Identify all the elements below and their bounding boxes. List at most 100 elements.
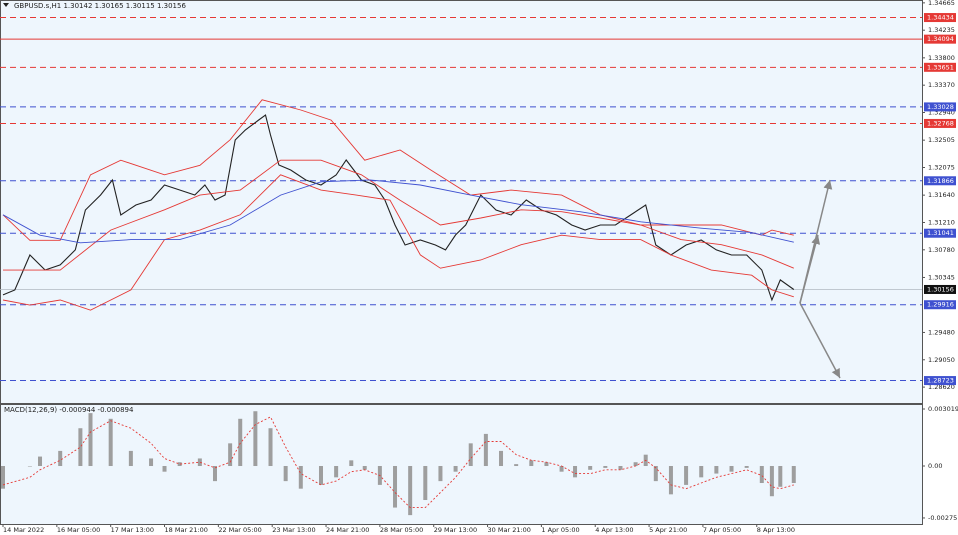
macd-bar [778, 466, 783, 487]
level-label-bg [924, 118, 956, 128]
y-tick-label: 1.34235 [928, 26, 955, 34]
indicator-line [2, 174, 794, 311]
macd-bar [769, 466, 774, 497]
y-tick-label: 0.00 [928, 462, 942, 470]
macd-bar [408, 466, 413, 516]
indicator-line [2, 179, 794, 244]
macd-bar [573, 466, 578, 478]
macd-bar [128, 450, 133, 467]
macd-bar [362, 466, 367, 470]
level-label: 1.33028 [927, 103, 954, 111]
macd-bar [283, 466, 288, 482]
y-tick-label: 1.32075 [928, 163, 955, 171]
y-tick-label: 1.31210 [928, 218, 955, 226]
macd-bar [423, 466, 428, 501]
level-label: 1.32768 [927, 119, 954, 127]
x-tick-label: 5 Apr 21:00 [649, 526, 687, 534]
macd-bar [27, 466, 32, 467]
macd-bar [559, 466, 564, 472]
macd-bar [238, 418, 243, 467]
macd-bar [618, 466, 623, 470]
macd-bar [744, 466, 749, 468]
level-label-bg [924, 34, 956, 44]
macd-bar [699, 466, 704, 478]
macd-bar [453, 466, 458, 472]
macd-bar [791, 466, 796, 484]
x-tick-label: 23 Mar 13:00 [272, 526, 315, 534]
price-panel [0, 0, 923, 404]
level-label: 1.34434 [927, 14, 954, 22]
macd-bar [212, 466, 217, 482]
level-label: 1.31866 [927, 177, 954, 185]
macd-bar [197, 458, 202, 467]
chart-title: GBPUSD.s,H1 1.30142 1.30165 1.30115 1.30… [14, 2, 186, 10]
y-tick-label: 1.33800 [928, 54, 955, 62]
macd-bar [544, 462, 549, 467]
macd-bar [729, 466, 734, 472]
y-tick-label: 1.34665 [928, 0, 955, 7]
x-tick-label: 29 Mar 13:00 [434, 526, 477, 534]
y-tick-label: 1.29050 [928, 356, 955, 364]
level-label-bg [924, 13, 956, 23]
macd-title: MACD(12,26,9) -0.000944 -0.000894 [4, 406, 134, 414]
level-label: 1.34094 [927, 35, 954, 43]
level-label-bg [924, 228, 956, 238]
macd-bar [653, 466, 658, 482]
signal-line [2, 416, 794, 509]
macd-bar [714, 466, 719, 474]
level-label: 1.28723 [927, 377, 954, 385]
projection-arrow [799, 234, 821, 304]
y-tick-label: 1.33370 [928, 81, 955, 89]
macd-bar [162, 466, 167, 472]
level-label-bg [924, 102, 956, 112]
macd-bar [684, 466, 689, 485]
macd-bar [393, 466, 398, 508]
x-tick-label: 22 Mar 05:00 [218, 526, 261, 534]
x-tick-label: 14 Mar 2022 [3, 526, 44, 534]
y-tick-label: 1.28620 [928, 383, 955, 391]
macd-bar [588, 466, 593, 470]
y-tick-label: 1.31640 [928, 191, 955, 199]
macd-bar [78, 428, 83, 467]
x-tick-label: 24 Mar 21:00 [326, 526, 369, 534]
macd-bar [603, 466, 608, 468]
x-tick-label: 1 Apr 05:00 [541, 526, 579, 534]
x-tick-label: 28 Mar 05:00 [380, 526, 423, 534]
x-tick-label: 30 Mar 21:00 [488, 526, 531, 534]
level-label: 1.31041 [927, 229, 954, 237]
macd-bar [58, 450, 63, 467]
macd-bar [633, 462, 638, 467]
macd-bar [228, 443, 233, 467]
macd-bar [318, 466, 323, 485]
macd-bar [38, 456, 43, 467]
macd-bar [468, 443, 473, 467]
indicator-line [3, 159, 794, 271]
macd-bar [438, 466, 443, 482]
collapse-icon [3, 3, 9, 7]
macd-bar [149, 458, 154, 467]
x-tick-label: 16 Mar 05:00 [57, 526, 100, 534]
y-tick-label: 1.29480 [928, 328, 955, 336]
macd-bar [108, 418, 113, 467]
level-label-bg [924, 176, 956, 186]
level-label-bg [924, 376, 956, 386]
level-label: 1.29916 [927, 301, 954, 309]
macd-bar [349, 460, 354, 467]
macd-bar [88, 413, 93, 467]
macd-bar [483, 433, 488, 467]
macd-bar [253, 411, 258, 467]
macd-bar [668, 466, 673, 495]
x-tick-label: 18 Mar 21:00 [165, 526, 208, 534]
level-label-bg [924, 300, 956, 310]
last-price-bg [924, 284, 956, 294]
macd-bar [514, 464, 519, 467]
macd-bar [529, 460, 534, 467]
last-price-label: 1.30156 [927, 285, 954, 293]
macd-bar [177, 462, 182, 467]
level-label: 1.33651 [927, 63, 954, 71]
x-tick-label: 4 Apr 13:00 [595, 526, 633, 534]
indicator-line [2, 99, 794, 241]
